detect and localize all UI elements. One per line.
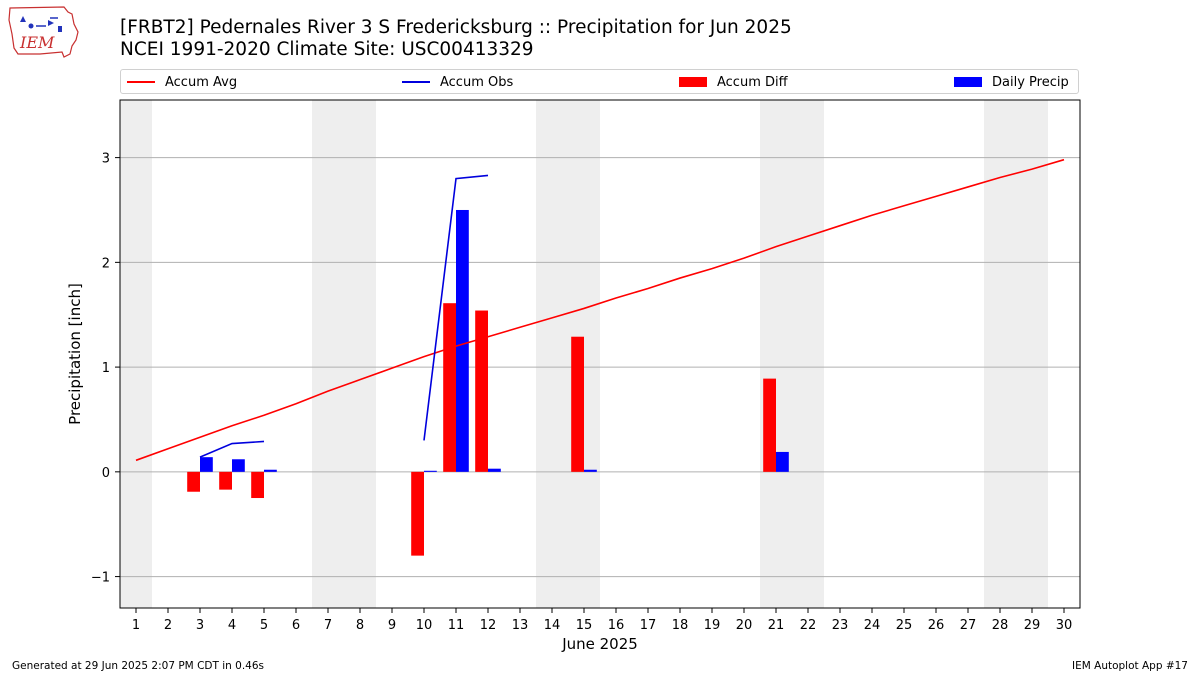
x-tick-label: 6: [292, 618, 300, 633]
x-tick-label: 20: [736, 618, 753, 633]
accum-diff-bar: [251, 471, 264, 499]
x-tick-label: 1: [132, 618, 140, 633]
legend-label-daily-precip: Daily Precip: [992, 74, 1069, 90]
x-tick-label: 24: [864, 618, 881, 633]
y-tick-label: 1: [102, 361, 110, 376]
app-note: IEM Autoplot App #17: [1072, 660, 1188, 672]
accum-avg-line: [135, 158, 1065, 462]
legend-item-accum-obs: Accum Obs: [402, 70, 513, 94]
legend-label-accum-avg: Accum Avg: [165, 74, 238, 90]
weekend-band: [312, 100, 376, 608]
daily-precip-bar: [200, 457, 213, 472]
generated-note: Generated at 29 Jun 2025 2:07 PM CDT in …: [12, 660, 265, 672]
logo-text: IEM: [19, 33, 55, 52]
legend: Accum Avg Accum Obs Accum Diff Daily Pre…: [120, 69, 1079, 94]
accum-diff-bar: [187, 471, 200, 492]
y-tick-label: −1: [91, 571, 110, 586]
accum-obs-line: [199, 440, 265, 458]
legend-swatch-avg: [127, 81, 155, 83]
weekend-band: [760, 100, 824, 608]
legend-label-accum-obs: Accum Obs: [440, 74, 514, 90]
x-tick-label: 30: [1056, 618, 1073, 633]
x-tick-label: 5: [260, 618, 268, 633]
daily-precip-bar: [488, 468, 501, 472]
accum-diff-bar: [443, 303, 456, 472]
x-tick-label: 23: [832, 618, 849, 633]
legend-label-accum-diff: Accum Diff: [717, 74, 788, 90]
legend-swatch-daily: [954, 77, 982, 87]
legend-item-daily-precip: Daily Precip: [954, 70, 1069, 94]
y-axis-label: Precipitation [inch]: [66, 283, 84, 425]
weekend-band: [536, 100, 600, 608]
y-tick-label: 2: [102, 256, 110, 271]
daily-precip-bar: [232, 459, 245, 472]
weekend-band: [984, 100, 1048, 608]
x-axis-label: June 2025: [561, 635, 638, 653]
accum-diff-bar: [411, 471, 424, 556]
iem-logo: IEM: [8, 6, 79, 58]
chart-subtitle: NCEI 1991-2020 Climate Site: USC00413329: [120, 39, 534, 60]
x-tick-label: 18: [672, 618, 689, 633]
x-tick-label: 7: [324, 618, 332, 633]
x-tick-label: 9: [388, 618, 396, 633]
daily-precip-bar: [584, 469, 597, 472]
legend-item-accum-avg: Accum Avg: [127, 70, 237, 94]
x-tick-label: 29: [1024, 618, 1041, 633]
x-tick-label: 8: [356, 618, 364, 633]
x-tick-label: 25: [896, 618, 913, 633]
x-tick-label: 27: [960, 618, 977, 633]
x-tick-label: 15: [576, 618, 593, 633]
y-tick-label: 3: [102, 152, 110, 167]
x-tick-label: 3: [196, 618, 204, 633]
legend-item-accum-diff: Accum Diff: [679, 70, 788, 94]
x-tick-label: 14: [544, 618, 561, 633]
x-tick-label: 2: [164, 618, 172, 633]
x-tick-label: 22: [800, 618, 817, 633]
chart-title: [FRBT2] Pedernales River 3 S Fredericksb…: [120, 17, 792, 38]
accum-diff-bar: [763, 378, 776, 472]
y-tick-label: 0: [102, 466, 110, 481]
weekend-band: [120, 100, 152, 608]
accum-obs-line: [423, 174, 489, 441]
x-tick-label: 10: [416, 618, 433, 633]
accum-diff-bar: [219, 471, 232, 490]
daily-precip-bar: [264, 469, 277, 472]
daily-precip-bar: [424, 470, 437, 472]
x-tick-label: 28: [992, 618, 1009, 633]
daily-precip-bar: [456, 209, 469, 472]
x-tick-label: 12: [480, 618, 497, 633]
legend-swatch-obs: [402, 81, 430, 83]
legend-swatch-diff: [679, 77, 707, 87]
x-tick-label: 13: [512, 618, 529, 633]
accum-diff-bar: [475, 310, 488, 472]
x-tick-label: 16: [608, 618, 625, 633]
x-tick-label: 11: [448, 618, 465, 633]
accum-diff-bar: [571, 336, 584, 472]
x-tick-label: 21: [768, 618, 785, 633]
x-tick-label: 26: [928, 618, 945, 633]
x-tick-label: 4: [228, 618, 236, 633]
x-tick-label: 17: [640, 618, 657, 633]
daily-precip-bar: [776, 451, 789, 472]
x-tick-label: 19: [704, 618, 721, 633]
plot-frame: [119, 99, 1081, 609]
